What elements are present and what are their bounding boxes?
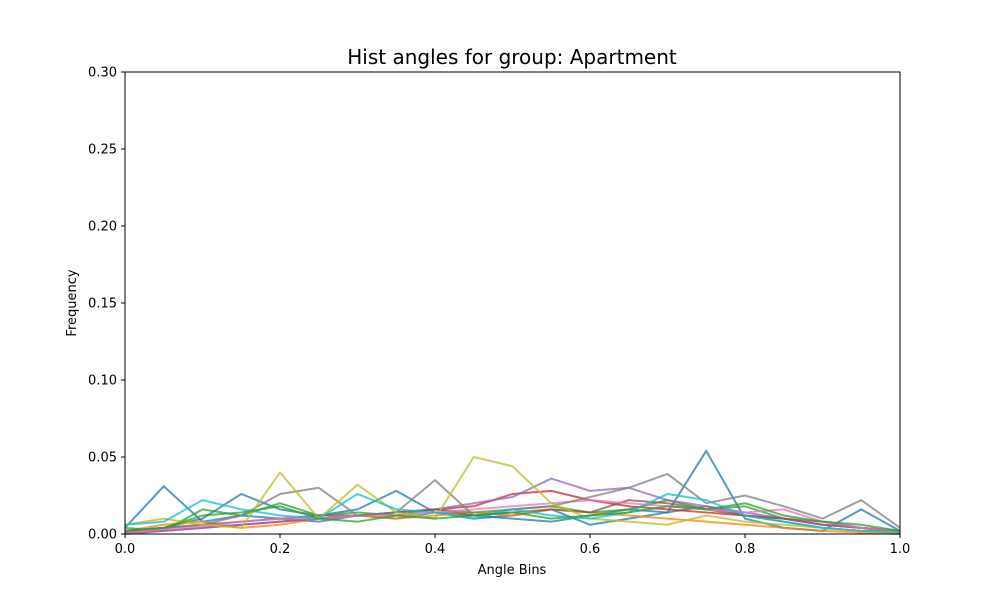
y-tick-label: 0.10 (88, 374, 117, 389)
series-line-6 (124, 477, 901, 535)
series-line-10 (124, 456, 901, 534)
x-axis-label: Angle Bins (478, 563, 547, 578)
y-axis-label: Frequency (65, 269, 80, 336)
y-tick-label: 0.30 (88, 66, 117, 81)
x-tick-label: 1.0 (890, 542, 911, 557)
series-group (124, 449, 901, 535)
plot-area (124, 71, 901, 535)
y-tick-label: 0.05 (88, 451, 117, 466)
y-axis: 0.00 0.05 0.10 0.15 0.20 0.25 0.30 (88, 66, 125, 543)
series-line-11 (124, 492, 901, 534)
x-tick-label: 0.2 (270, 542, 291, 557)
y-tick-label: 0.15 (88, 297, 117, 312)
series-line-12 (124, 502, 901, 532)
y-tick-label: 0.00 (88, 528, 117, 543)
chart-title: Hist angles for group: Apartment (347, 45, 677, 69)
y-tick-label: 0.25 (88, 143, 117, 158)
y-tick-label: 0.20 (88, 220, 117, 235)
axes-background (125, 72, 900, 534)
x-tick-label: 0.4 (425, 542, 446, 557)
x-tick-label: 0.0 (115, 542, 136, 557)
x-tick-label: 0.8 (735, 542, 756, 557)
x-tick-label: 0.6 (580, 542, 601, 557)
series-line-3 (124, 508, 901, 535)
x-axis: 0.0 0.2 0.4 0.6 0.8 1.0 (115, 534, 911, 557)
